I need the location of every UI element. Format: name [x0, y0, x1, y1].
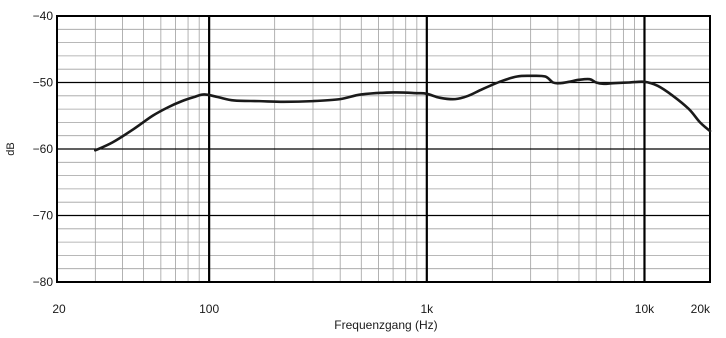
y-tick-label: −60	[33, 142, 54, 156]
x-tick-label: 20k	[691, 302, 711, 316]
x-tick-label: 20	[52, 302, 66, 316]
x-axis-label: Frequenzgang (Hz)	[334, 318, 437, 332]
x-tick-label: 100	[199, 302, 219, 316]
y-tick-label: −40	[33, 9, 54, 23]
series-layer	[94, 74, 712, 152]
y-tick-label: −80	[33, 275, 54, 289]
y-axis-label: dB	[5, 142, 17, 155]
plot-frame	[56, 15, 711, 283]
y-tick-label: −70	[33, 209, 54, 223]
y-tick-labels: −40 −50 −60 −70 −80	[33, 9, 54, 289]
decade-lines	[57, 16, 710, 282]
x-tick-label: 1k	[420, 302, 434, 316]
series-line	[94, 74, 712, 152]
x-tick-label: 10k	[635, 302, 655, 316]
y-tick-label: −50	[33, 76, 54, 90]
x-tick-labels: 20 100 1k 10k 20k	[52, 302, 711, 316]
